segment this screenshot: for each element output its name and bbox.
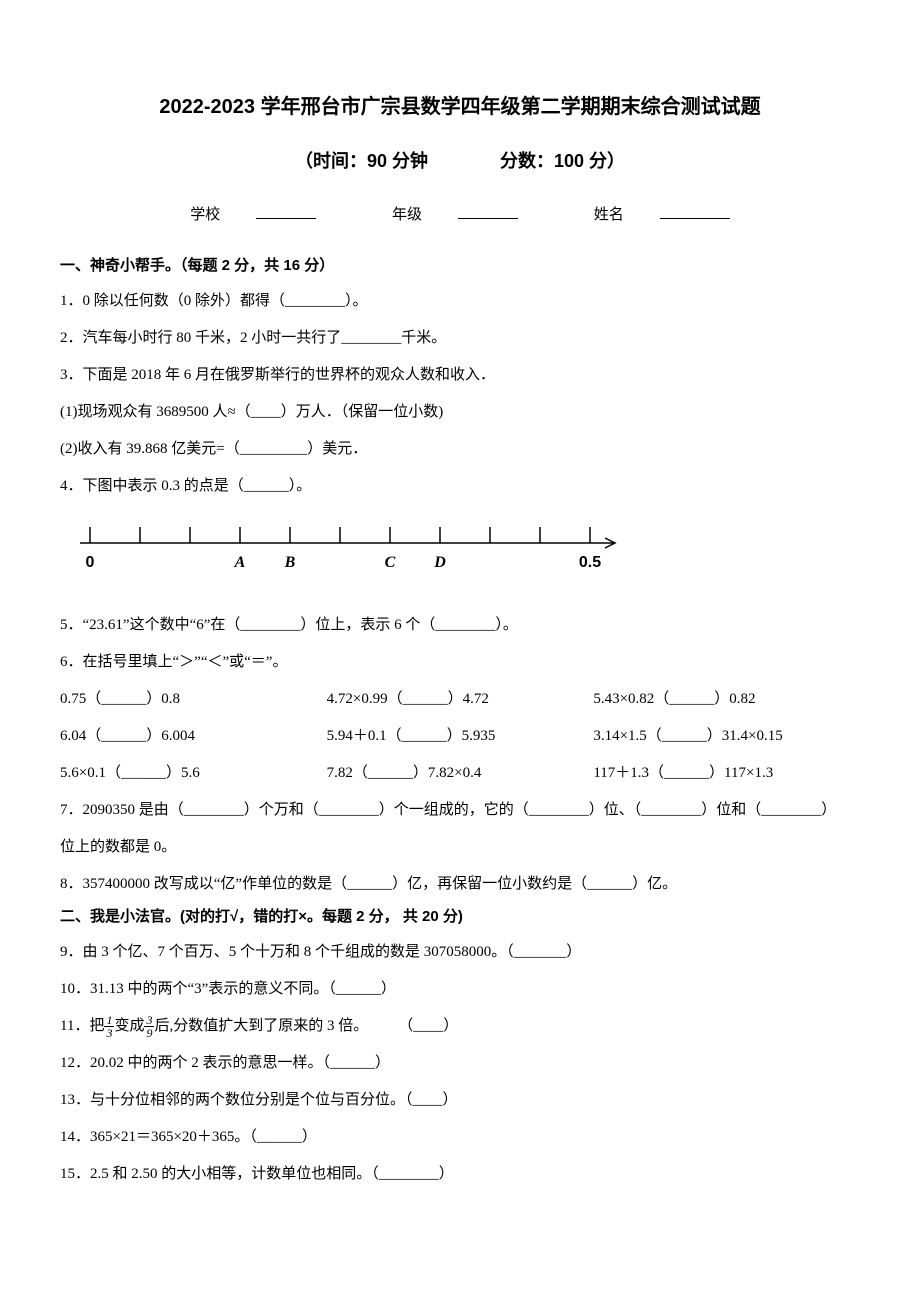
label-name: 姓名: [594, 207, 624, 223]
fraction-3-9: 39: [144, 1014, 154, 1039]
q6r1a: 0.75（______）0.8: [60, 683, 327, 716]
q1: 1．0 除以任何数（0 除外）都得（________）。: [60, 285, 860, 318]
q3a: (1)现场观众有 3689500 人≈（____）万人．（保留一位小数): [60, 396, 860, 429]
svg-text:0.5: 0.5: [579, 554, 601, 571]
q6r3a: 5.6×0.1（______）5.6: [60, 757, 327, 790]
q11c: 后,分数值扩大到了原来的 3 倍。 （____）: [154, 1018, 458, 1034]
svg-text:0: 0: [86, 554, 95, 571]
blank-grade[interactable]: [458, 218, 518, 219]
label-school: 学校: [190, 207, 220, 223]
q4: 4．下图中表示 0.3 的点是（______）。: [60, 470, 860, 503]
q3: 3．下面是 2018 年 6 月在俄罗斯举行的世界杯的观众人数和收入．: [60, 359, 860, 392]
q13: 13．与十分位相邻的两个数位分别是个位与百分位。（____）: [60, 1084, 860, 1117]
q6r3c: 117＋1.3（______）117×1.3: [593, 757, 860, 790]
q6r1b: 4.72×0.99（______）4.72: [327, 683, 594, 716]
q8: 8．357400000 改写成以“亿”作单位的数是（______）亿，再保留一位…: [60, 868, 860, 901]
q15: 15．2.5 和 2.50 的大小相等，计数单位也相同。（________）: [60, 1158, 860, 1191]
q6: 6．在括号里填上“＞”“＜”或“＝”。: [60, 646, 860, 679]
svg-text:B: B: [284, 554, 296, 571]
q6-row1: 0.75（______）0.8 4.72×0.99（______）4.72 5.…: [60, 683, 860, 716]
q7b: 位上的数都是 0。: [60, 831, 860, 864]
exam-subtitle: （时间：90 分钟 分数：100 分）: [60, 147, 860, 173]
q6r3b: 7.82（______）7.82×0.4: [327, 757, 594, 790]
svg-text:D: D: [433, 554, 446, 571]
q6r2a: 6.04（______）6.004: [60, 720, 327, 753]
student-info-line: 学校 年级 姓名: [60, 203, 860, 224]
q6r1c: 5.43×0.82（______）0.82: [593, 683, 860, 716]
q14: 14．365×21＝365×20＋365。（______）: [60, 1121, 860, 1154]
q11: 11．把13变成39后,分数值扩大到了原来的 3 倍。 （____）: [60, 1010, 860, 1043]
q6r2c: 3.14×1.5（______）31.4×0.15: [593, 720, 860, 753]
frac2-den: 9: [144, 1027, 154, 1039]
blank-school[interactable]: [256, 218, 316, 219]
q9: 9．由 3 个亿、7 个百万、5 个十万和 8 个千组成的数是 30705800…: [60, 936, 860, 969]
q7: 7．2090350 是由（________）个万和（________）个一组成的…: [60, 794, 860, 827]
q6-row3: 5.6×0.1（______）5.6 7.82（______）7.82×0.4 …: [60, 757, 860, 790]
label-grade: 年级: [392, 207, 422, 223]
q10: 10．31.13 中的两个“3”表示的意义不同。（______）: [60, 973, 860, 1006]
q5: 5．“23.61”这个数中“6”在（________）位上，表示 6 个（___…: [60, 609, 860, 642]
q12: 12．20.02 中的两个 2 表示的意思一样。（______）: [60, 1047, 860, 1080]
q11a: 11．把: [60, 1018, 104, 1034]
q2: 2．汽车每小时行 80 千米，2 小时一共行了________千米。: [60, 322, 860, 355]
blank-name[interactable]: [660, 218, 730, 219]
svg-text:C: C: [385, 554, 396, 571]
section1-heading: 一、神奇小帮手。（每题 2 分，共 16 分）: [60, 254, 860, 275]
frac1-den: 3: [104, 1027, 114, 1039]
number-line-figure: 0 A B C D 0.5: [70, 523, 860, 583]
fraction-1-3: 13: [104, 1014, 114, 1039]
q6-row2: 6.04（______）6.004 5.94＋0.1（______）5.935 …: [60, 720, 860, 753]
exam-title: 2022-2023 学年邢台市广宗县数学四年级第二学期期末综合测试试题: [60, 90, 860, 119]
svg-text:A: A: [234, 554, 246, 571]
section2-heading: 二、我是小法官。(对的打√，错的打×。每题 2 分， 共 20 分): [60, 905, 860, 926]
q6r2b: 5.94＋0.1（______）5.935: [327, 720, 594, 753]
q3b: (2)收入有 39.868 亿美元=（_________）美元．: [60, 433, 860, 466]
q11b: 变成: [114, 1018, 144, 1034]
